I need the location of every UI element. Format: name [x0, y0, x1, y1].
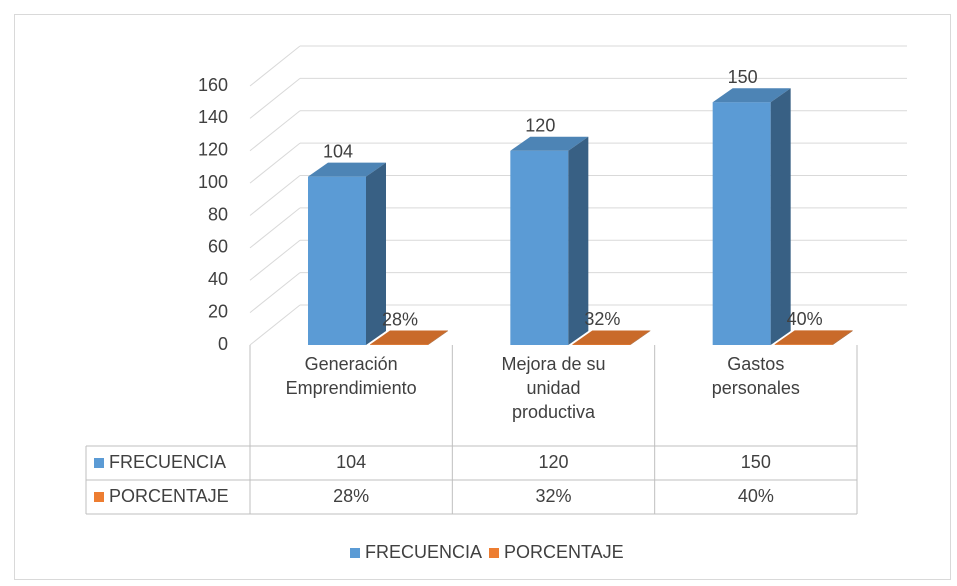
y-tick-label: 60	[208, 237, 228, 257]
grid-line	[249, 239, 301, 281]
table-cell: 28%	[333, 486, 369, 506]
y-tick-label: 40	[208, 269, 228, 289]
table-cell: 150	[741, 452, 771, 472]
table-cell: 104	[336, 452, 366, 472]
legend-label: FRECUENCIA	[365, 542, 482, 562]
y-tick-label: 20	[208, 301, 228, 321]
y-tick-label: 0	[218, 334, 228, 354]
bar-side	[428, 330, 448, 345]
table-cell: 40%	[738, 486, 774, 506]
grid-line	[249, 45, 301, 87]
category-cell: Generación Emprendimiento	[285, 354, 417, 398]
data-label: 40%	[787, 309, 823, 329]
grid-line	[249, 110, 301, 152]
bar-top	[712, 88, 791, 103]
bar-front	[572, 344, 631, 345]
x-tick-label: Generación Emprendimiento	[285, 354, 417, 398]
data-label: 32%	[584, 309, 620, 329]
grid-line	[249, 272, 301, 314]
category-cell: Mejora de su unidad productiva	[501, 354, 606, 422]
table-cell: 32%	[535, 486, 571, 506]
table-legend-key	[94, 458, 104, 468]
y-tick-label: 120	[198, 140, 228, 160]
bar-side	[832, 330, 853, 345]
chart-border	[14, 14, 951, 580]
grid-line	[249, 77, 301, 119]
legend-key	[350, 548, 360, 558]
y-tick-label: 100	[198, 172, 228, 192]
bar-front	[712, 102, 771, 345]
table-legend-key	[94, 492, 104, 502]
x-tick-label: Mejora de su unidad productiva	[501, 354, 606, 422]
bar-front	[510, 150, 569, 345]
bar-top	[308, 162, 386, 177]
data-label: 150	[728, 67, 758, 87]
y-tick-label: 160	[198, 75, 228, 95]
bar-top	[774, 330, 853, 345]
table-cell: 120	[538, 452, 568, 472]
grid-line	[249, 304, 301, 346]
grid-line	[249, 207, 301, 249]
bar-side	[770, 88, 791, 345]
table-row-label: FRECUENCIA	[109, 452, 226, 472]
legend-key	[489, 548, 499, 558]
bar-side	[630, 330, 651, 345]
bar-top	[572, 330, 651, 345]
bar-side	[568, 136, 589, 345]
y-tick-label: 140	[198, 107, 228, 127]
bar-front	[774, 344, 833, 345]
category-cell: Gastos personales	[711, 354, 800, 398]
grid-line	[249, 175, 301, 216]
bar-front	[308, 176, 366, 345]
x-tick-label: Gastos personales	[711, 354, 800, 398]
y-tick-label: 80	[208, 204, 228, 224]
bar-top	[510, 136, 589, 151]
data-label: 28%	[382, 309, 418, 329]
table-row-label: PORCENTAJE	[109, 486, 229, 506]
data-label: 120	[525, 116, 555, 136]
bar-side	[366, 162, 386, 345]
legend-label: PORCENTAJE	[504, 542, 624, 562]
data-label: 104	[323, 141, 353, 161]
bar-top	[370, 330, 448, 345]
grid-line	[249, 142, 301, 184]
